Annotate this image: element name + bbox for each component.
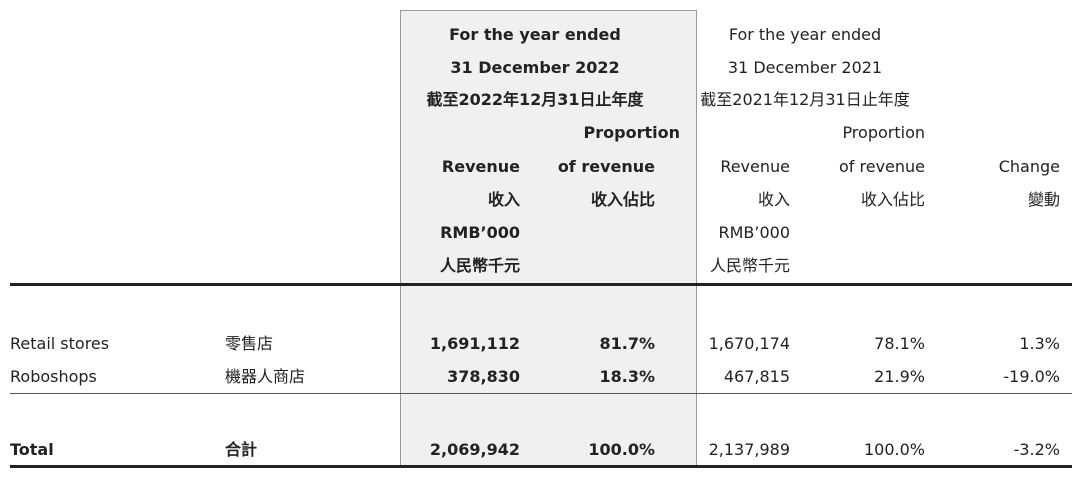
rev2022-h3: RMB’000 <box>440 223 520 242</box>
rev2021-cell: 1,670,174 <box>708 334 790 353</box>
prop2021-cell: 78.1% <box>874 334 925 353</box>
total-prop2022: 100.0% <box>588 440 655 459</box>
rev2022-h1: Revenue <box>441 157 520 176</box>
total-label-zh: 合計 <box>225 440 258 459</box>
prop2021-h3: 收入佔比 <box>860 190 925 209</box>
rev2021-h4: 人民幣千元 <box>709 256 790 275</box>
rev2022-h4: 人民幣千元 <box>439 256 520 275</box>
header-2021-line2: 31 December 2021 <box>727 58 883 77</box>
prop2022-cell: 18.3% <box>599 367 655 386</box>
header-2022-line2: 31 December 2022 <box>450 58 620 77</box>
bottom-rule <box>10 465 1072 468</box>
subtotal-rule <box>10 393 1072 394</box>
rev2022-cell: 378,830 <box>447 367 520 386</box>
rev2021-h2: 收入 <box>757 190 790 209</box>
prop2022-cell: 81.7% <box>599 334 655 353</box>
change-h2: 變動 <box>1027 190 1060 209</box>
prop2022-h2: of revenue <box>557 157 655 176</box>
rev2022-cell: 1,691,112 <box>429 334 520 353</box>
header-2021-line1: For the year ended <box>728 25 882 44</box>
total-rev2022: 2,069,942 <box>429 440 520 459</box>
rev2021-h1: Revenue <box>720 157 790 176</box>
row-label-zh: 機器人商店 <box>225 367 306 386</box>
total-label-en: Total <box>10 440 54 459</box>
rev2022-h2: 收入 <box>487 190 520 209</box>
change-cell: -19.0% <box>1003 367 1060 386</box>
header-2022-line3: 截至2022年12月31日止年度 <box>426 90 644 109</box>
total-prop2021: 100.0% <box>863 440 925 459</box>
total-change: -3.2% <box>1013 440 1060 459</box>
prop2021-cell: 21.9% <box>874 367 925 386</box>
rev2021-h3: RMB’000 <box>718 223 790 242</box>
prop2022-h1: Proportion <box>583 123 680 142</box>
prop2021-h1: Proportion <box>842 123 925 142</box>
header-rule <box>10 283 1072 286</box>
change-cell: 1.3% <box>1019 334 1060 353</box>
row-label-en: Retail stores <box>10 334 110 353</box>
row-label-en: Roboshops <box>10 367 97 386</box>
highlight-2022-column <box>400 10 697 468</box>
total-rev2021: 2,137,989 <box>708 440 790 459</box>
prop2022-h3: 收入佔比 <box>590 190 655 209</box>
prop2021-h2: of revenue <box>838 157 925 176</box>
row-label-zh: 零售店 <box>225 334 274 353</box>
rev2021-cell: 467,815 <box>723 367 790 386</box>
change-h1: Change <box>998 157 1060 176</box>
header-2022-line1: For the year ended <box>449 25 621 44</box>
header-2021-line3: 截至2021年12月31日止年度 <box>700 90 910 109</box>
